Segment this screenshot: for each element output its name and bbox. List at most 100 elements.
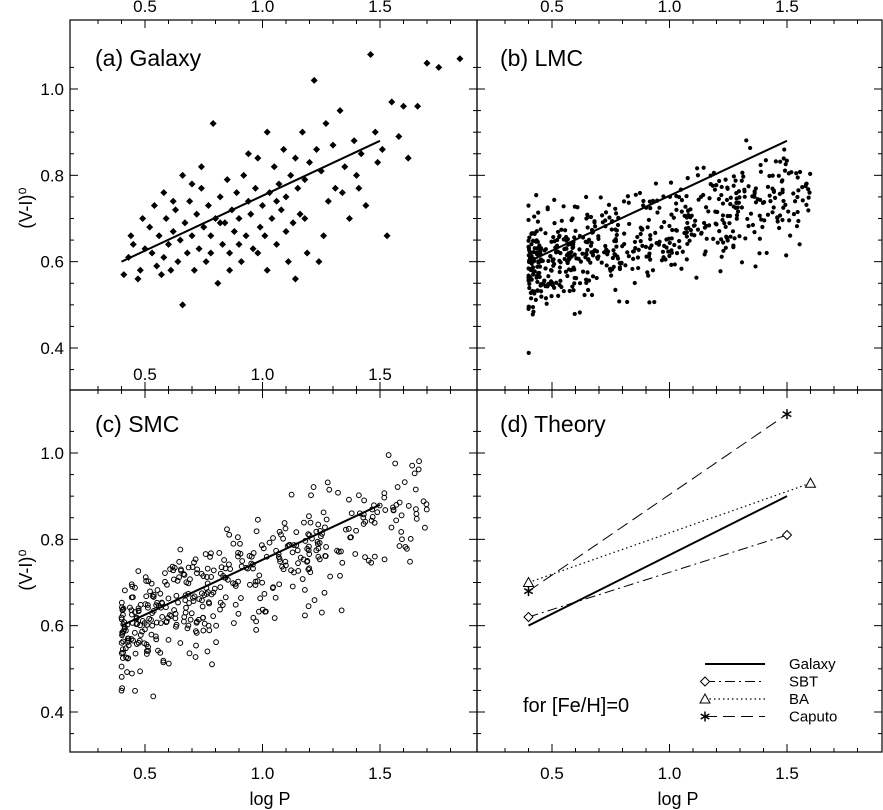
data-point — [355, 184, 363, 192]
data-point — [680, 249, 685, 254]
data-point — [527, 285, 532, 291]
data-point — [148, 616, 154, 623]
data-point — [744, 138, 749, 143]
data-point — [762, 218, 767, 223]
data-point — [679, 198, 685, 203]
data-point — [237, 258, 245, 266]
data-point — [214, 279, 222, 287]
data-point — [120, 271, 128, 279]
data-point — [302, 538, 309, 544]
data-point — [149, 622, 156, 629]
data-point — [740, 170, 745, 175]
data-point — [735, 209, 741, 214]
data-point — [710, 183, 715, 188]
data-point — [153, 602, 160, 609]
data-point — [676, 194, 682, 200]
data-point — [727, 221, 732, 226]
data-point — [145, 643, 151, 650]
data-point — [250, 614, 257, 621]
panel-title-b: (b) LMC — [500, 45, 583, 71]
data-point — [253, 528, 260, 535]
data-point — [776, 225, 782, 231]
data-point — [179, 171, 187, 179]
data-point — [580, 269, 586, 274]
data-point — [145, 647, 152, 654]
data-point — [197, 184, 205, 192]
data-point — [276, 556, 283, 562]
data-point — [204, 574, 210, 580]
data-point — [122, 645, 129, 652]
data-point — [626, 200, 631, 205]
data-point — [224, 576, 231, 583]
data-point — [183, 604, 189, 611]
data-point — [552, 197, 557, 202]
data-point — [795, 209, 800, 215]
data-point — [561, 204, 566, 209]
data-point — [699, 231, 704, 236]
data-point — [630, 266, 635, 272]
data-point — [559, 227, 564, 232]
data-point — [562, 256, 567, 262]
data-point — [780, 178, 785, 183]
data-point — [200, 223, 208, 231]
y-tick-label: 0.8 — [40, 530, 64, 549]
data-point — [291, 275, 299, 283]
data-point — [213, 622, 220, 629]
data-point — [653, 181, 659, 186]
data-point — [239, 558, 246, 564]
data-point — [398, 512, 405, 519]
data-point — [208, 574, 215, 580]
triangle-marker — [804, 477, 817, 488]
data-point — [610, 255, 615, 261]
data-point — [199, 597, 205, 604]
data-point — [357, 150, 365, 158]
data-point — [758, 162, 763, 168]
data-point — [689, 213, 694, 218]
data-point — [605, 249, 611, 254]
data-point — [204, 202, 212, 210]
data-point — [320, 509, 327, 516]
data-point — [603, 210, 609, 215]
data-point — [339, 559, 346, 566]
data-point — [221, 219, 229, 227]
data-point — [728, 201, 733, 207]
data-point — [724, 235, 729, 240]
data-point — [280, 145, 288, 153]
data-point — [257, 595, 264, 602]
data-point — [181, 618, 187, 625]
data-point — [281, 520, 288, 526]
data-point — [305, 566, 312, 573]
data-point — [266, 539, 273, 546]
x-tick-label: 1.5 — [368, 365, 392, 384]
data-point — [724, 197, 730, 203]
data-point — [737, 234, 742, 239]
data-point — [270, 535, 276, 541]
data-point — [526, 217, 531, 223]
data-point — [770, 210, 775, 215]
data-point — [137, 632, 144, 638]
data-point — [739, 205, 744, 210]
data-point — [648, 237, 653, 242]
data-point — [311, 597, 318, 603]
data-point — [210, 613, 217, 620]
data-point — [186, 197, 194, 205]
data-point — [781, 198, 786, 204]
data-point — [590, 230, 595, 235]
data-point — [143, 651, 150, 657]
data-point — [669, 236, 674, 241]
data-point — [636, 247, 641, 252]
data-point — [797, 242, 802, 247]
data-point — [423, 506, 430, 513]
data-point — [197, 163, 205, 171]
data-point — [315, 521, 322, 528]
data-point — [770, 186, 775, 191]
x-axis-label: log P — [657, 789, 698, 809]
data-point — [324, 479, 331, 486]
data-point — [592, 220, 597, 225]
data-point — [172, 206, 180, 214]
data-point — [733, 205, 738, 211]
y-tick-label: 0.4 — [40, 339, 64, 358]
data-point — [135, 568, 142, 574]
data-point — [422, 524, 428, 531]
data-point — [235, 240, 243, 248]
